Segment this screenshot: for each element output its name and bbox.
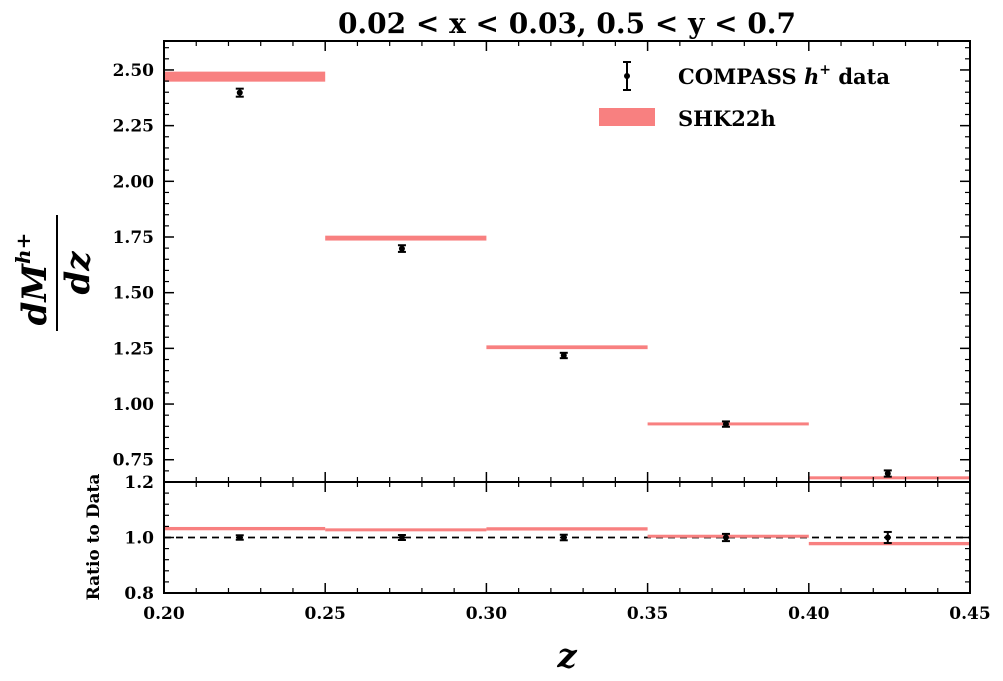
shk22h-band-2: [486, 345, 648, 350]
ratio-data-point-1: [397, 534, 406, 541]
data-point-0: [235, 87, 244, 98]
main-plot-area: [164, 71, 970, 480]
x-axis-label: z: [556, 636, 577, 676]
ratio-shk22h-band-2: [486, 527, 648, 531]
data-marker: [236, 89, 243, 96]
data-point-3: [721, 420, 730, 428]
legend-label-data: COMPASS h+ data: [678, 62, 890, 89]
data-marker: [560, 534, 567, 541]
data-marker: [398, 245, 405, 252]
y-tick-label-0: 0.8: [124, 584, 154, 604]
data-marker: [884, 470, 891, 477]
data-point-1: [397, 244, 406, 253]
ratio-data-point-0: [235, 534, 244, 541]
ratio-data-point-4: [883, 530, 892, 545]
ratio-frame: [163, 481, 971, 594]
ratio-shk22h-band-0: [164, 526, 326, 531]
y-tick-label-7: 2.50: [113, 61, 155, 81]
data-point-2: [559, 351, 568, 360]
x-tick-label-2: 0.30: [466, 604, 508, 624]
data-marker: [398, 534, 405, 541]
ratio-data-point-2: [559, 533, 568, 542]
x-tick-label-5: 0.45: [949, 604, 990, 624]
data-point-4: [883, 469, 892, 478]
y-tick-label-0: 0.75: [113, 451, 154, 471]
y-tick-label-5: 2.00: [113, 172, 155, 192]
x-tick-label-3: 0.35: [627, 604, 668, 624]
data-marker: [560, 352, 567, 359]
shk22h-band-0: [164, 71, 326, 82]
data-marker: [884, 534, 891, 541]
y-tick-label-6: 2.25: [113, 117, 154, 137]
x-tick-label-1: 0.25: [304, 604, 345, 624]
legend-data-point: [624, 73, 630, 79]
main-ylabel: dMh+ dz: [11, 215, 98, 331]
legend-entry-data: COMPASS h+ data: [623, 61, 890, 91]
legend: COMPASS h+ data SHK22h: [599, 61, 890, 131]
data-marker: [236, 534, 243, 541]
legend-entry-model: SHK22h: [599, 106, 776, 131]
data-marker: [722, 534, 729, 541]
x-tick-label-0: 0.20: [143, 604, 185, 624]
ratio-plot-area: [164, 526, 970, 546]
y-tick-label-1: 1.00: [113, 395, 155, 415]
chart-title: 0.02 < x < 0.03, 0.5 < y < 0.7: [338, 7, 796, 40]
data-marker: [722, 421, 729, 428]
y-tick-label-1: 1.0: [124, 529, 154, 549]
x-tick-label-4: 0.40: [788, 604, 830, 624]
y-tick-label-4: 1.75: [113, 228, 154, 248]
y-tick-label-2: 1.25: [113, 339, 154, 359]
ratio-panel: 0.8 1.0 1.2 0.20 0.25 0.30 0.35 0.40 0.45: [124, 473, 990, 624]
y-tick-label-2: 1.2: [124, 473, 154, 493]
y-tick-label-3: 1.50: [113, 284, 155, 304]
ratio-shk22h-band-1: [325, 528, 487, 532]
ylabel-denominator: dz: [58, 251, 98, 295]
legend-swatch-shk22h: [599, 108, 655, 126]
shk22h-band-4: [808, 476, 970, 480]
shk22h-band-1: [325, 235, 487, 241]
legend-label-shk22h: SHK22h: [678, 106, 776, 131]
ylabel-numerator: dMh+: [11, 233, 55, 326]
main-panel: 0.75 1.00 1.25 1.50 1.75 2.00 2.25 2.50: [113, 40, 971, 483]
ratio-data-point-3: [721, 532, 730, 543]
ratio-ylabel: Ratio to Data: [84, 474, 104, 601]
main-frame: [163, 40, 971, 483]
